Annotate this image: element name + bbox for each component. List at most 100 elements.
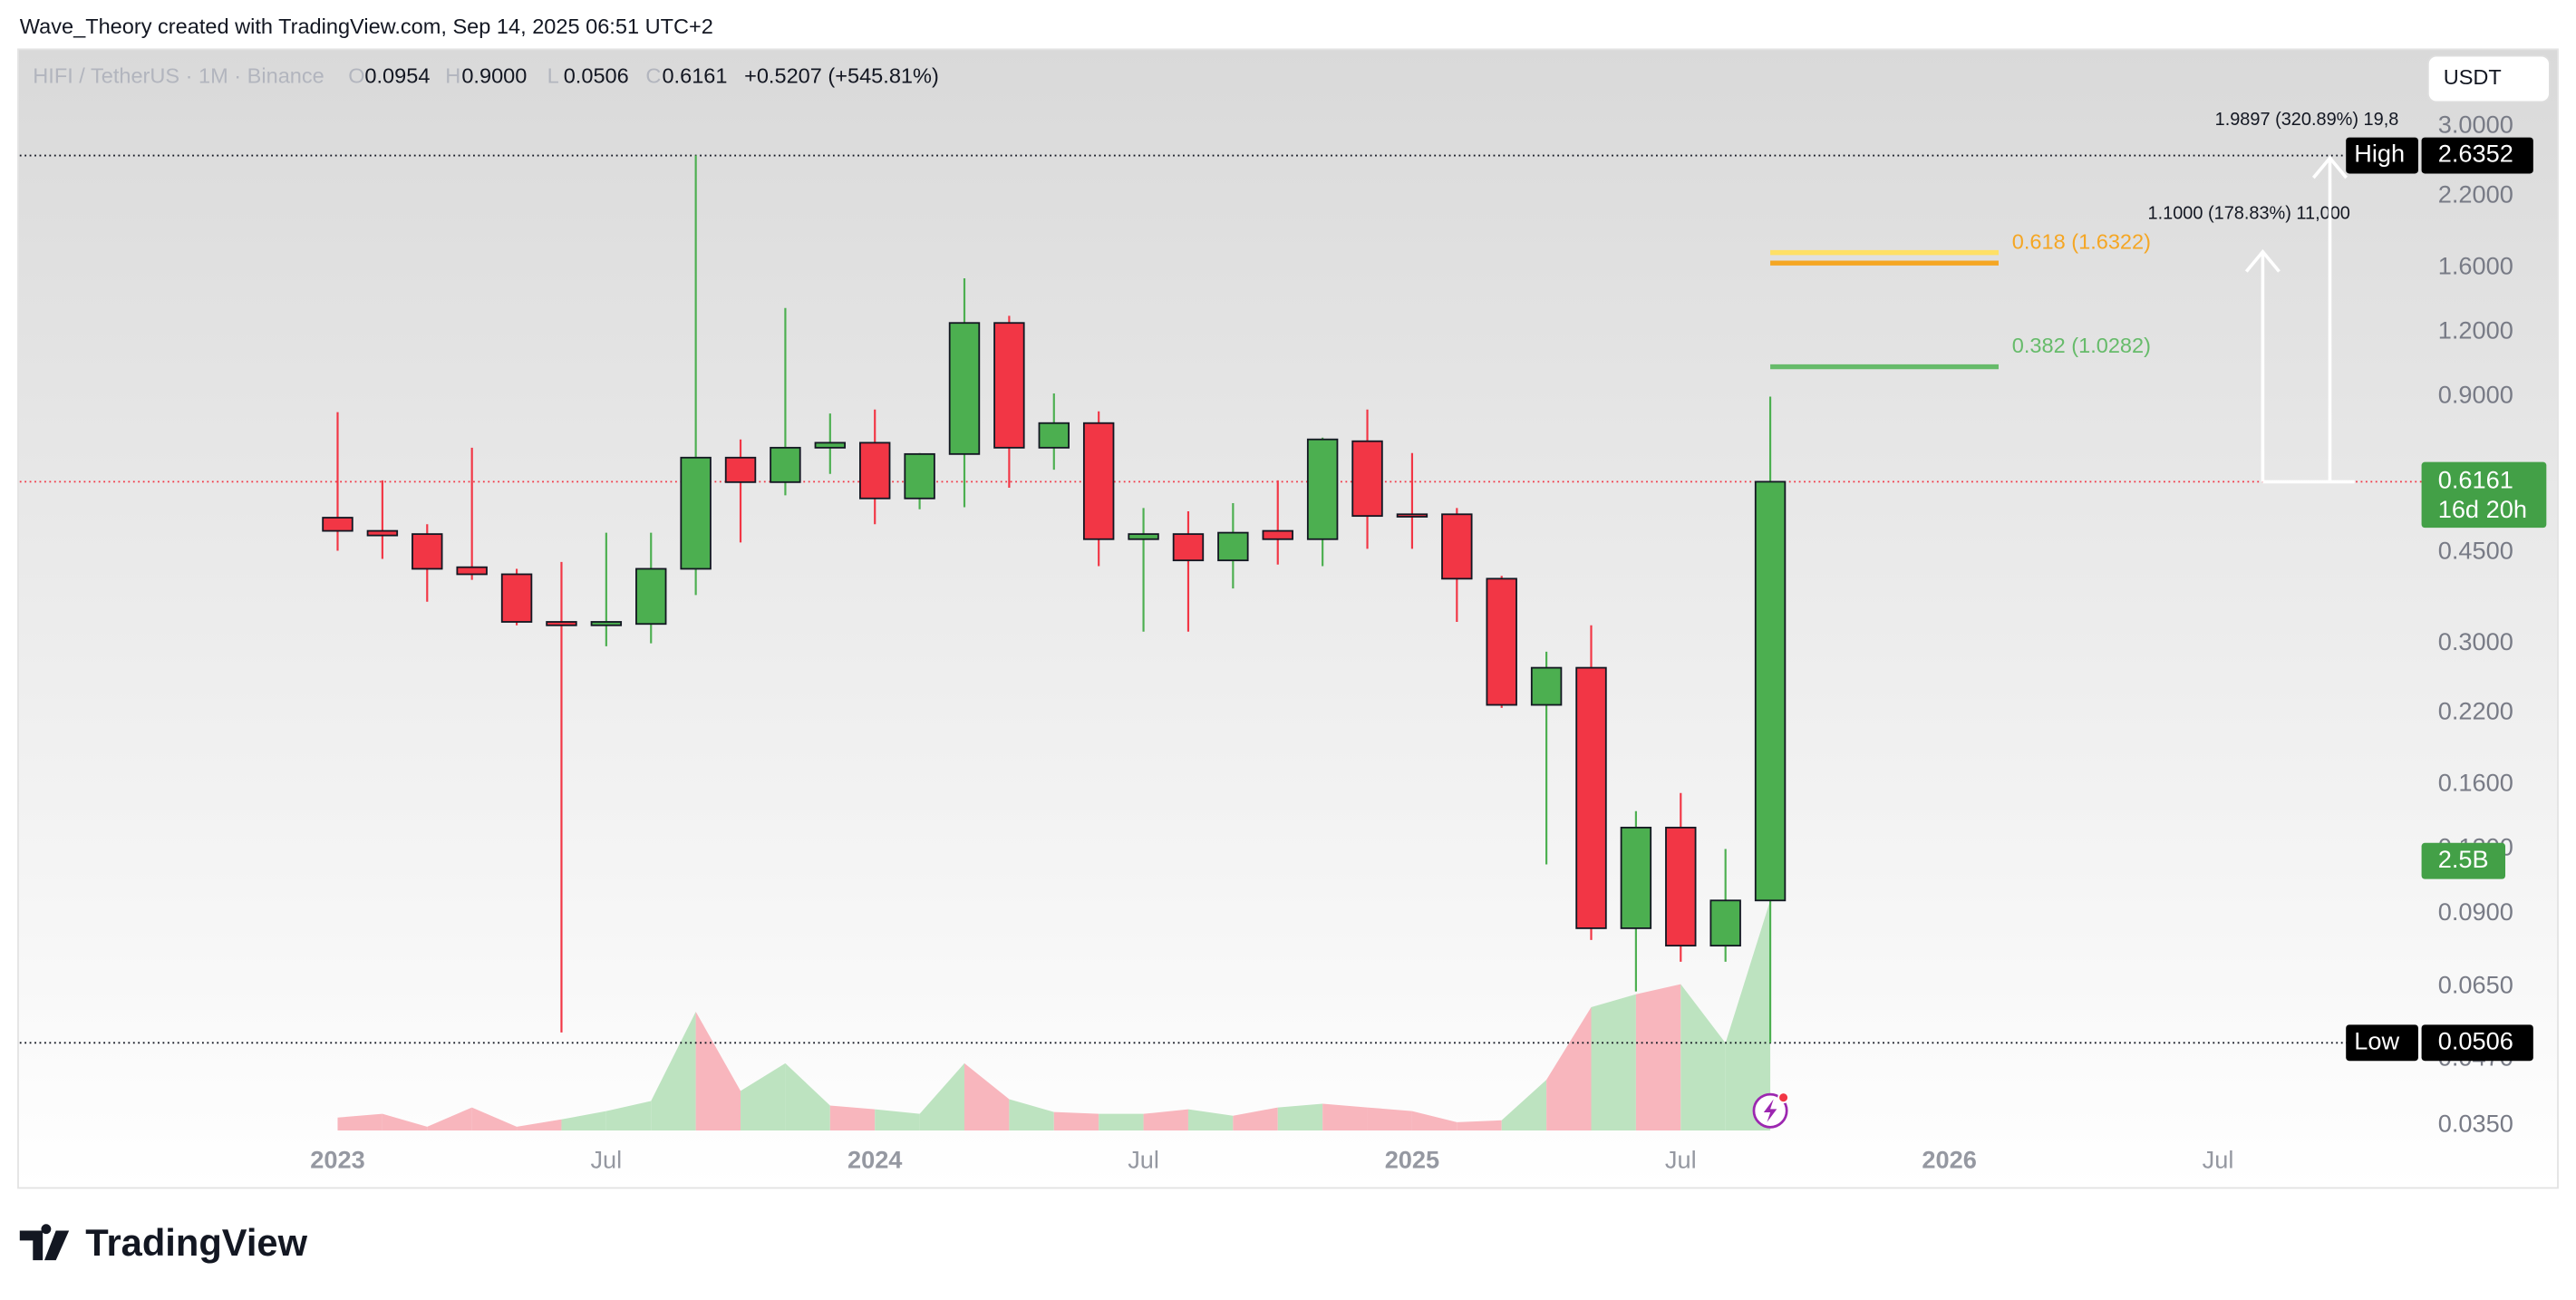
- ohlc-value: 0.9000: [461, 63, 527, 87]
- y-tick-label: 2.2000: [2438, 179, 2513, 208]
- y-tick-label: 0.2200: [2438, 697, 2513, 725]
- volume-area: [1411, 1111, 1457, 1130]
- volume-area: [1322, 1103, 1368, 1130]
- volume-area: [517, 1119, 562, 1130]
- countdown: 16d 20h: [2438, 495, 2527, 523]
- candle-body: [1351, 440, 1383, 518]
- logo-mark: [19, 1224, 70, 1261]
- measure-label: 1.9897 (320.89%) 19,8: [2215, 110, 2399, 130]
- ohlc-key: H: [445, 63, 460, 87]
- ohlc-value: 0.6161: [662, 63, 727, 87]
- y-tick-label: 0.0350: [2438, 1110, 2513, 1138]
- volume-area: [471, 1107, 518, 1130]
- plot-background: [17, 48, 2559, 1189]
- ohlc-key: C: [645, 63, 661, 87]
- ohlc-key: L: [547, 63, 559, 87]
- candle-body: [1665, 826, 1697, 947]
- fib-label: 0.382 (1.0282): [2012, 334, 2151, 357]
- high-tag-key-box: [2346, 137, 2418, 174]
- candle-body: [1306, 438, 1339, 540]
- y-tick-label: 0.9000: [2438, 381, 2513, 409]
- volume-area: [1457, 1120, 1502, 1130]
- candle-body: [859, 441, 891, 500]
- candle-body: [546, 621, 577, 626]
- x-tick-label: Jul: [590, 1146, 622, 1174]
- logo-text: TradingView: [85, 1221, 307, 1264]
- candle-body: [904, 452, 935, 500]
- x-tick-label: 2026: [1922, 1146, 1976, 1174]
- volume-area: [651, 1012, 696, 1130]
- volume-area: [741, 1062, 786, 1130]
- last-price-value: 0.6161: [2438, 466, 2513, 494]
- volume-area: [829, 1105, 876, 1130]
- candle-body: [1575, 666, 1607, 929]
- currency-button[interactable]: [2426, 54, 2551, 103]
- candle-body: [680, 456, 712, 570]
- y-tick-label: 0.3000: [2438, 627, 2513, 655]
- candle-body: [1486, 577, 1517, 706]
- y-tick-label: 0.4500: [2438, 536, 2513, 564]
- volume-area: [1367, 1107, 1412, 1130]
- y-tick-label: 0.0900: [2438, 897, 2513, 926]
- x-tick-label: Jul: [2203, 1146, 2234, 1174]
- candle-body: [322, 517, 353, 532]
- volume-area: [382, 1113, 428, 1130]
- candle-body: [1172, 533, 1205, 562]
- volume-area: [1725, 900, 1771, 1130]
- candle-body: [500, 573, 533, 623]
- event-bolt: [1763, 1099, 1777, 1122]
- volume-area: [1053, 1111, 1099, 1130]
- candle-body: [724, 456, 757, 483]
- volume-area: [1009, 1099, 1054, 1130]
- candle-body: [456, 566, 488, 576]
- volume-area: [1591, 994, 1636, 1130]
- candle-body: [366, 529, 399, 537]
- volume-area: [1501, 1080, 1547, 1130]
- candle-body: [1441, 513, 1473, 580]
- candle-body: [590, 621, 623, 626]
- low-tag-box: [2421, 1024, 2533, 1062]
- candle-body: [1709, 899, 1741, 947]
- volume-area: [785, 1062, 830, 1130]
- tradingview-logo: TradingView: [19, 1221, 308, 1264]
- y-tick-label: 0.0650: [2438, 970, 2513, 998]
- volume-area: [1546, 1006, 1592, 1130]
- last-price-box: [2421, 461, 2547, 529]
- candle-body: [948, 322, 981, 455]
- volume-area: [1143, 1109, 1188, 1130]
- x-tick-label: 2025: [1385, 1146, 1439, 1174]
- volume-tag: 2.5B: [2438, 845, 2489, 873]
- ohlc-value: 0.0506: [564, 63, 629, 87]
- candle-body: [635, 568, 667, 626]
- low-tag-key: Low: [2354, 1026, 2399, 1054]
- candle-body: [1754, 480, 1787, 902]
- volume-tag-box: [2421, 842, 2506, 879]
- candle-body: [1038, 422, 1070, 449]
- x-tick-label: Jul: [1128, 1146, 1159, 1174]
- candle-body: [770, 446, 801, 483]
- measure-head: [2244, 248, 2281, 273]
- volume-area: [1233, 1107, 1278, 1130]
- measure-head: [2311, 155, 2348, 179]
- fib-label: 0.618 (1.6322): [2012, 230, 2151, 254]
- volume-area: [875, 1109, 920, 1130]
- volume-area: [1680, 984, 1726, 1130]
- currency-label[interactable]: USDT: [2444, 65, 2502, 89]
- ohlc-key: O: [348, 63, 364, 87]
- volume-area: [1635, 984, 1681, 1130]
- plot-area: 2023 Jul 2024 Jul 2025 Jul 2026 Jul 3.0000 2.2000…: [19, 111, 2513, 1174]
- low-tag-value: 0.0506: [2438, 1026, 2513, 1054]
- y-tick-label: 1.2000: [2438, 316, 2513, 344]
- overlay: 0.382 (1.0282) 0.618 (1.6322) 1.1000 (178.…: [1752, 110, 2547, 1129]
- low-tag-key-box: [2346, 1024, 2418, 1062]
- volume-area: [1277, 1103, 1323, 1130]
- candle-body: [1620, 826, 1652, 929]
- volume-area: [337, 1113, 383, 1130]
- volume-area: [427, 1107, 472, 1130]
- volume-area: [561, 1111, 606, 1130]
- candle-body: [1396, 513, 1428, 518]
- credit: Wave_Theory created with TradingView.com…: [20, 15, 713, 38]
- x-tick-label: 2024: [847, 1146, 902, 1174]
- volume-area: [1099, 1113, 1144, 1130]
